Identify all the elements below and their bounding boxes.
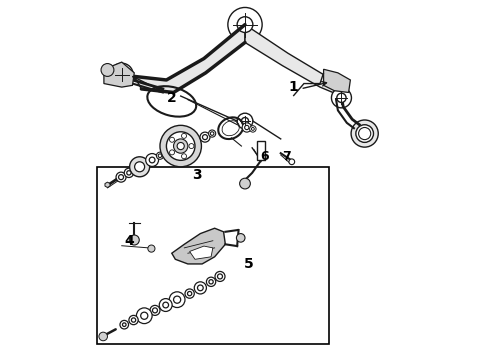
Circle shape bbox=[131, 318, 136, 322]
Bar bbox=[97, 167, 329, 344]
Text: 4: 4 bbox=[124, 234, 134, 248]
Circle shape bbox=[197, 285, 203, 291]
Circle shape bbox=[129, 315, 138, 325]
Circle shape bbox=[188, 292, 192, 296]
Circle shape bbox=[289, 159, 294, 165]
Circle shape bbox=[149, 157, 155, 163]
Circle shape bbox=[181, 154, 187, 159]
Polygon shape bbox=[245, 24, 343, 96]
Circle shape bbox=[122, 323, 126, 327]
Polygon shape bbox=[104, 62, 134, 87]
Circle shape bbox=[169, 292, 185, 307]
Circle shape bbox=[150, 305, 160, 315]
Circle shape bbox=[148, 245, 155, 252]
Circle shape bbox=[158, 154, 162, 157]
Circle shape bbox=[185, 289, 194, 298]
Circle shape bbox=[245, 125, 249, 130]
Circle shape bbox=[331, 88, 351, 108]
Circle shape bbox=[337, 93, 346, 103]
Circle shape bbox=[117, 69, 127, 80]
Circle shape bbox=[146, 154, 159, 166]
Circle shape bbox=[170, 137, 174, 142]
Circle shape bbox=[177, 143, 184, 150]
Circle shape bbox=[356, 125, 373, 143]
Circle shape bbox=[163, 302, 169, 308]
Circle shape bbox=[202, 135, 207, 140]
Circle shape bbox=[240, 178, 250, 189]
Circle shape bbox=[210, 132, 214, 135]
Text: 5: 5 bbox=[244, 257, 253, 271]
Circle shape bbox=[136, 308, 152, 324]
Circle shape bbox=[110, 63, 133, 86]
Text: 3: 3 bbox=[192, 168, 201, 182]
Circle shape bbox=[242, 123, 251, 132]
Circle shape bbox=[237, 113, 253, 129]
Circle shape bbox=[359, 127, 371, 140]
Circle shape bbox=[209, 130, 216, 137]
Circle shape bbox=[170, 150, 174, 155]
Circle shape bbox=[181, 133, 187, 138]
Circle shape bbox=[173, 296, 181, 303]
Circle shape bbox=[129, 235, 139, 245]
Circle shape bbox=[141, 312, 148, 319]
Circle shape bbox=[99, 332, 107, 341]
Circle shape bbox=[127, 171, 131, 175]
Circle shape bbox=[209, 280, 213, 284]
Circle shape bbox=[237, 17, 253, 32]
Circle shape bbox=[189, 144, 194, 149]
Circle shape bbox=[160, 125, 201, 167]
Circle shape bbox=[249, 126, 256, 132]
Circle shape bbox=[159, 298, 172, 311]
Circle shape bbox=[135, 162, 145, 172]
Circle shape bbox=[206, 277, 216, 287]
Polygon shape bbox=[105, 182, 110, 188]
Circle shape bbox=[152, 308, 157, 313]
Circle shape bbox=[215, 271, 225, 282]
Circle shape bbox=[130, 157, 149, 177]
Circle shape bbox=[167, 132, 195, 160]
Polygon shape bbox=[190, 246, 213, 259]
Circle shape bbox=[119, 175, 123, 180]
Polygon shape bbox=[134, 24, 245, 93]
Circle shape bbox=[237, 234, 245, 242]
Circle shape bbox=[242, 117, 248, 125]
Circle shape bbox=[120, 320, 128, 329]
Circle shape bbox=[251, 127, 254, 130]
Circle shape bbox=[200, 132, 210, 142]
Circle shape bbox=[116, 172, 126, 182]
Polygon shape bbox=[323, 69, 350, 93]
Bar bbox=[257, 141, 266, 160]
Text: 7: 7 bbox=[282, 150, 291, 163]
Circle shape bbox=[228, 8, 262, 42]
Circle shape bbox=[173, 139, 188, 153]
Text: 6: 6 bbox=[260, 150, 269, 163]
Text: 1: 1 bbox=[288, 80, 298, 94]
Circle shape bbox=[124, 168, 134, 177]
Circle shape bbox=[194, 282, 206, 294]
Polygon shape bbox=[172, 228, 225, 264]
Circle shape bbox=[351, 120, 378, 147]
Circle shape bbox=[101, 64, 114, 76]
Circle shape bbox=[156, 152, 164, 159]
Text: 2: 2 bbox=[167, 91, 176, 105]
Circle shape bbox=[218, 274, 222, 279]
